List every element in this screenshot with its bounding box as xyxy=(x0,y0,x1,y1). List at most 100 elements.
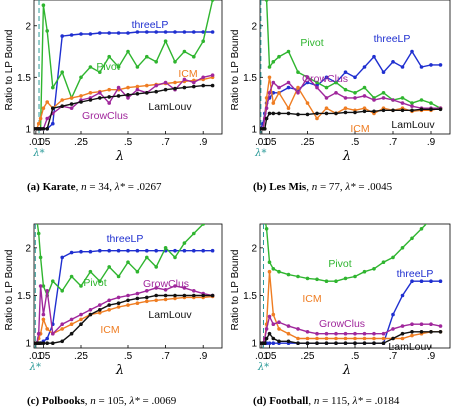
panel-a-point-threelp xyxy=(145,30,149,34)
panel-d-point-pivot xyxy=(315,277,319,282)
panel-c-point-icm xyxy=(173,296,177,301)
panel-a-dataset: Karate xyxy=(43,181,76,193)
panel-c: Ratio to LP Bound 1 1.5 2 .01.05 .25 .5 .7 .9 λ λ… xyxy=(4,223,223,407)
panel-b-xtick-label: .25 xyxy=(301,137,315,148)
panel-a-point-lamlouv xyxy=(135,92,140,96)
panel-b-point-pivot xyxy=(324,85,329,90)
panel-c-point-pivot xyxy=(145,255,149,260)
panel-c-point-threelp xyxy=(45,336,49,341)
panel-d-point-threelp xyxy=(438,279,443,284)
panel-d-point-pivot xyxy=(372,267,376,271)
panel-a-point-pivot xyxy=(41,3,46,7)
panel-b-xtick-label: .01 xyxy=(255,137,269,148)
panel-d-point-pivot xyxy=(353,274,357,279)
panel-a-point-pivot xyxy=(210,0,215,2)
panel-a-point-lamlouv xyxy=(116,94,121,98)
panel-c-point-lamlouv xyxy=(51,341,55,346)
panel-a-point-icm xyxy=(173,80,177,85)
panel-a-caption: (a) Karate, n = 34, λ* = .0267 xyxy=(27,181,162,193)
panel-a-point-lamlouv xyxy=(173,86,177,91)
panel-c-point-growclus xyxy=(98,303,102,307)
panel-c-point-threelp xyxy=(192,248,196,253)
panel-d-point-pivot xyxy=(429,217,433,221)
panel-b-point-threelp xyxy=(400,65,405,69)
panel-a-point-growclus xyxy=(210,73,215,77)
panel-b-point-growclus xyxy=(334,91,338,95)
panel-a-point-growclus xyxy=(116,85,121,90)
panel-a-point-lamlouv xyxy=(182,85,187,90)
panel-b-point-pivot xyxy=(286,49,291,54)
panel-b-xtick-label: .9 xyxy=(427,137,436,148)
panel-d-point-lamlouv xyxy=(324,341,329,346)
panel-c-point-pivot xyxy=(154,265,158,269)
panel-b-point-pivot xyxy=(264,0,269,2)
panel-b-point-growclus xyxy=(324,96,329,100)
panel-c-point-threelp xyxy=(88,249,93,254)
panel-b-point-lamlouv xyxy=(343,110,348,115)
panel-d-point-lamlouv xyxy=(410,330,414,334)
panel-d-point-pivot xyxy=(261,213,265,217)
panel-c-xtick-label: .9 xyxy=(199,351,208,362)
panel-b-point-growclus xyxy=(353,96,357,100)
panel-a-point-pivot xyxy=(51,85,55,90)
panel-d-plot: 1 1.5 2 .01.05 .25 .5 .7 .9 λ λ* threeLP Pivot ICM Gr… xyxy=(243,213,451,378)
panel-a-label-icm: ICM xyxy=(178,68,197,80)
panel-d-xtick-label: .9 xyxy=(427,351,436,362)
panel-c-point-icm xyxy=(98,310,102,315)
panel-d-point-icm xyxy=(410,333,414,338)
panel-c-point-threelp xyxy=(126,248,130,253)
panel-b-point-icm xyxy=(315,116,319,121)
panel-c-point-lamlouv xyxy=(116,301,121,306)
panel-b-lambda-star: .0045 xyxy=(367,181,392,193)
panel-b-series-pivot xyxy=(265,0,441,109)
panel-a-xtick-label: .9 xyxy=(199,137,208,148)
panel-a-point-threelp xyxy=(116,31,121,35)
panel-b-point-icm xyxy=(271,101,276,105)
panel-d-point-growclus xyxy=(305,330,310,334)
panel-c-tag: (c) xyxy=(27,395,40,407)
panel-b-point-growclus xyxy=(410,104,414,108)
panel-b-point-lamlouv xyxy=(267,111,272,116)
panel-d-point-icm xyxy=(334,336,338,341)
panel-a-point-growclus xyxy=(182,77,187,82)
panel-a-point-pivot xyxy=(182,49,187,54)
panel-d-point-lamlouv xyxy=(264,336,269,341)
panel-d-ytick-label: 1.5 xyxy=(243,291,257,302)
panel-c-point-threelp xyxy=(201,248,205,253)
panel-a-point-lamlouv xyxy=(163,87,168,92)
panel-b-point-threelp xyxy=(343,70,348,74)
panel-a-point-threelp xyxy=(154,30,158,34)
panel-c-point-lamlouv xyxy=(79,322,83,327)
panel-b-point-pivot xyxy=(353,91,357,95)
panel-d-point-growclus xyxy=(343,331,348,336)
panel-c-point-icm xyxy=(41,317,46,322)
panel-b-point-icm xyxy=(267,75,272,80)
panel-b-point-pivot xyxy=(381,91,386,95)
panel-a-lambda-star: .0267 xyxy=(137,181,162,193)
panel-c-point-pivot xyxy=(36,231,41,236)
panel-c-point-growclus xyxy=(107,298,111,303)
panel-c-point-icm xyxy=(69,322,74,327)
panel-c-plot: 1 1.5 2 .01.05 .25 .5 .7 .9 λ λ* threeLP Pivot GrowC… xyxy=(17,223,223,378)
panel-c-point-growclus xyxy=(36,331,41,336)
panel-b-point-threelp xyxy=(286,85,291,90)
panel-c-point-icm xyxy=(60,327,64,331)
panel-b-point-threelp xyxy=(362,65,367,69)
panel-b-point-pivot xyxy=(343,87,348,92)
panel-d-point-pivot xyxy=(267,260,272,265)
panel-b-point-threelp xyxy=(324,75,329,80)
panel-d-series-pivot xyxy=(264,224,428,282)
panel-c-point-lamlouv xyxy=(135,296,140,301)
panel-d-point-pivot xyxy=(410,236,414,241)
panel-b-point-lamlouv xyxy=(438,107,443,112)
panel-c-lambda-star: .0069 xyxy=(151,395,176,407)
panel-a-point-icm xyxy=(36,121,41,126)
panel-a-ytick-label: 1.5 xyxy=(17,73,31,84)
panel-a-point-icm xyxy=(135,84,140,89)
panel-d-point-pivot xyxy=(362,269,367,274)
panel-a-point-growclus xyxy=(135,87,140,92)
panel-a-point-growclus xyxy=(69,106,74,110)
panel-b-point-pivot xyxy=(267,65,272,69)
panel-a-point-lamlouv xyxy=(38,127,43,131)
